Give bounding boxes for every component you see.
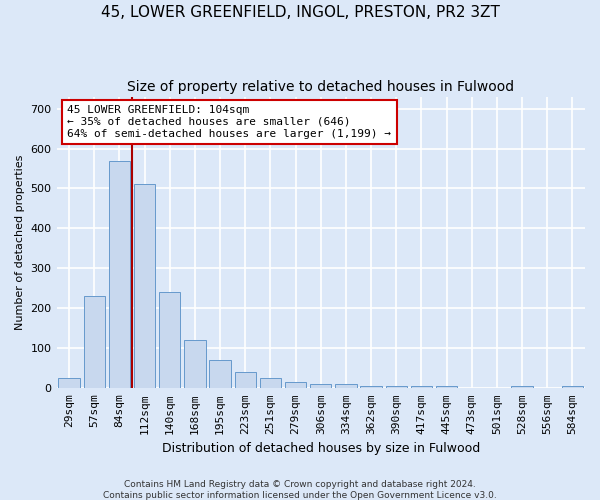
Bar — [511, 386, 533, 388]
Text: Contains HM Land Registry data © Crown copyright and database right 2024.
Contai: Contains HM Land Registry data © Crown c… — [103, 480, 497, 500]
Bar — [159, 292, 181, 388]
Bar — [209, 360, 231, 388]
Text: 45, LOWER GREENFIELD, INGOL, PRESTON, PR2 3ZT: 45, LOWER GREENFIELD, INGOL, PRESTON, PR… — [101, 5, 499, 20]
Bar — [260, 378, 281, 388]
Bar — [184, 340, 206, 388]
Bar — [58, 378, 80, 388]
Bar — [335, 384, 356, 388]
Bar — [436, 386, 457, 388]
Title: Size of property relative to detached houses in Fulwood: Size of property relative to detached ho… — [127, 80, 514, 94]
X-axis label: Distribution of detached houses by size in Fulwood: Distribution of detached houses by size … — [161, 442, 480, 455]
Bar — [411, 386, 432, 388]
Bar — [361, 386, 382, 388]
Bar — [386, 386, 407, 388]
Bar — [83, 296, 105, 388]
Bar — [235, 372, 256, 388]
Bar — [562, 386, 583, 388]
Bar — [285, 382, 307, 388]
Text: 45 LOWER GREENFIELD: 104sqm
← 35% of detached houses are smaller (646)
64% of se: 45 LOWER GREENFIELD: 104sqm ← 35% of det… — [67, 106, 391, 138]
Bar — [134, 184, 155, 388]
Bar — [310, 384, 331, 388]
Bar — [109, 160, 130, 388]
Y-axis label: Number of detached properties: Number of detached properties — [15, 154, 25, 330]
